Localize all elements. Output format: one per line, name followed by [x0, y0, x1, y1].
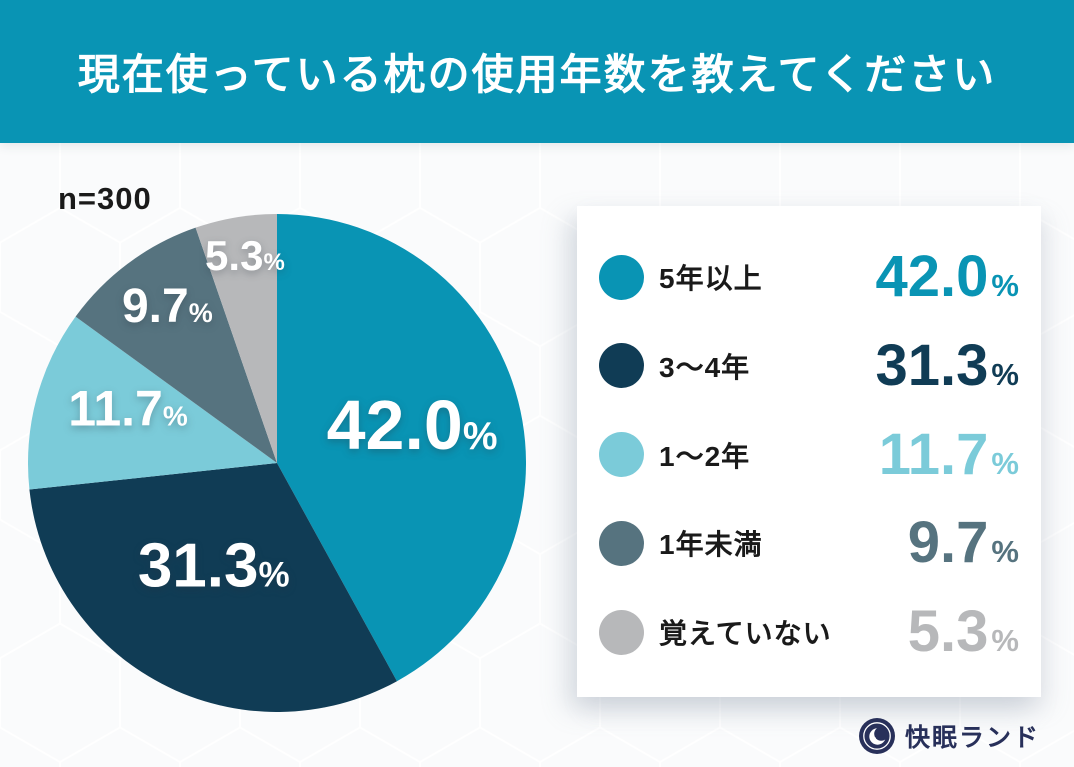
brand-name: 快眠ランド — [904, 724, 1040, 752]
page-title: 現在使っている枕の使用年数を教えてください — [77, 51, 997, 98]
legend-value-number: 42.0 — [875, 244, 989, 309]
sample-size-label: n=300 — [58, 181, 152, 216]
legend-value-unit: % — [991, 445, 1019, 481]
legend-row: 1〜2年 11.7% — [599, 421, 1019, 487]
pie-chart-area: 42.0% 31.3% 11.7% 9.7% 5.3% — [27, 214, 527, 713]
legend-value: 9.7% — [908, 514, 1019, 572]
legend-value-unit: % — [991, 268, 1019, 303]
brand-footer: 快眠ランド — [858, 717, 1040, 755]
legend-swatch — [599, 609, 644, 655]
legend-label: 3〜4年 — [659, 351, 751, 383]
legend-row: 覚えていない 5.3% — [599, 603, 1019, 661]
legend-value-unit: % — [991, 623, 1019, 658]
pie-slice-label: 5.3% — [205, 232, 285, 279]
legend-value: 31.3% — [875, 332, 1019, 398]
pie-slice-label: 42.0% — [327, 386, 498, 464]
pie-slice-label: 9.7% — [122, 280, 213, 333]
legend-swatch — [599, 520, 644, 566]
legend-row: 3〜4年 31.3% — [599, 332, 1019, 398]
legend-value: 11.7% — [878, 421, 1019, 487]
brand-badge-icon — [858, 718, 895, 754]
pie-chart: 42.0% 31.3% 11.7% 9.7%5.3% — [27, 214, 527, 713]
pie-slice-1 — [277, 214, 527, 682]
legend-label: 5年以上 — [659, 263, 763, 294]
legend-swatch — [599, 432, 644, 477]
pie-slice-5 — [195, 214, 277, 463]
legend-swatch — [599, 343, 644, 389]
legend-value-unit: % — [991, 356, 1019, 392]
pie-slice-2 — [29, 463, 397, 713]
legend-panel: 5年以上 42.0% 3〜4年 31.3% 1〜2年 11.7% 1年未満 9.… — [577, 206, 1041, 697]
pie-slice-label: 11.7% — [68, 380, 188, 436]
legend-swatch — [599, 254, 644, 300]
legend-row: 1年未満 9.7% — [599, 514, 1019, 572]
pie-slice-4 — [75, 227, 277, 463]
legend-label: 覚えていない — [659, 618, 832, 649]
pie-slice-3 — [27, 316, 277, 490]
legend-label: 1年未満 — [659, 529, 763, 561]
legend-row: 5年以上 42.0% — [599, 248, 1019, 306]
legend-value-number: 5.3 — [907, 599, 989, 664]
pie-slice-label: 31.3% — [138, 532, 290, 601]
legend-value: 5.3% — [908, 603, 1019, 661]
legend-value: 42.0% — [876, 248, 1019, 306]
legend-label: 1〜2年 — [659, 440, 751, 472]
legend-value-number: 11.7 — [878, 421, 989, 487]
header-bar: 現在使っている枕の使用年数を教えてください — [0, 0, 1074, 143]
legend-value-number: 31.3 — [875, 332, 989, 398]
legend-value-number: 9.7 — [907, 510, 989, 576]
legend-value-unit: % — [991, 534, 1019, 570]
